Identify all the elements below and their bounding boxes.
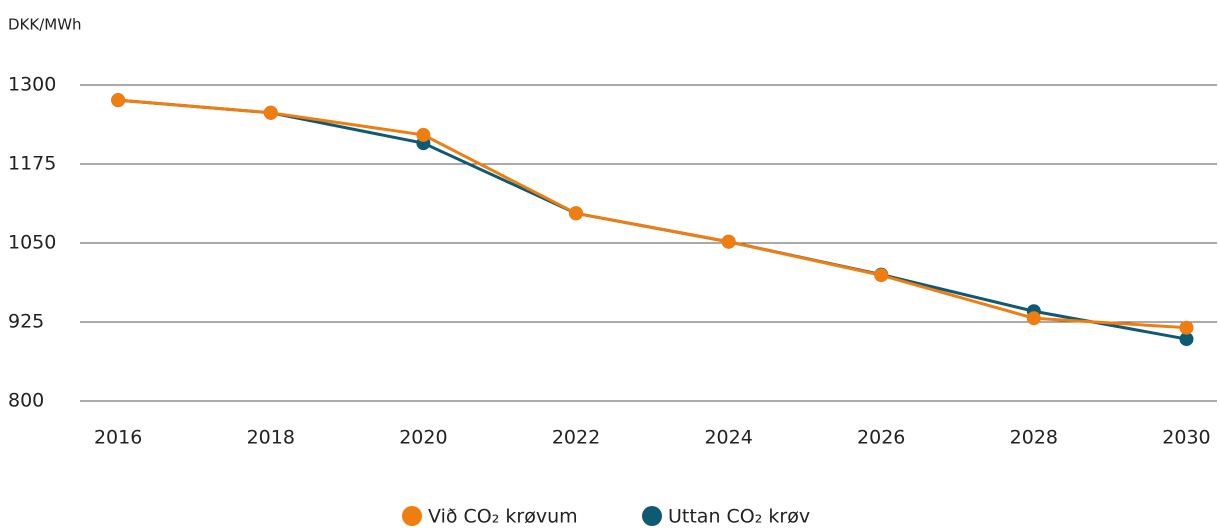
x-tick-label: 2020 <box>399 427 447 449</box>
point <box>416 127 431 142</box>
x-tick-label: 2028 <box>1010 427 1058 449</box>
x-tick-label: 2016 <box>94 427 142 449</box>
point <box>569 206 584 221</box>
y-tick-label: 1050 <box>8 232 56 254</box>
legend-label: Við CO₂ krøvum <box>428 506 578 528</box>
y-tick-label: 800 <box>8 390 44 412</box>
x-tick-label: 2030 <box>1162 427 1210 449</box>
point <box>1026 311 1041 326</box>
point <box>1179 320 1194 335</box>
series-line <box>118 98 1187 341</box>
x-tick-label: 2018 <box>247 427 295 449</box>
y-tick-label: 1300 <box>8 74 56 96</box>
point <box>111 93 126 108</box>
x-tick-label: 2022 <box>552 427 600 449</box>
point <box>721 234 736 249</box>
point <box>263 105 278 120</box>
x-tick-label: 2026 <box>857 427 905 449</box>
legend-marker <box>642 506 662 526</box>
legend-label: Uttan CO₂ krøv <box>668 506 810 528</box>
series-line <box>118 98 1187 330</box>
y-tick-label: 1175 <box>8 153 56 175</box>
x-tick-label: 2024 <box>704 427 752 449</box>
y-axis-label: DKK/MWh <box>8 16 82 34</box>
y-tick-label: 925 <box>8 311 44 333</box>
point <box>1179 332 1194 347</box>
legend-marker <box>402 506 422 526</box>
point <box>874 268 889 283</box>
